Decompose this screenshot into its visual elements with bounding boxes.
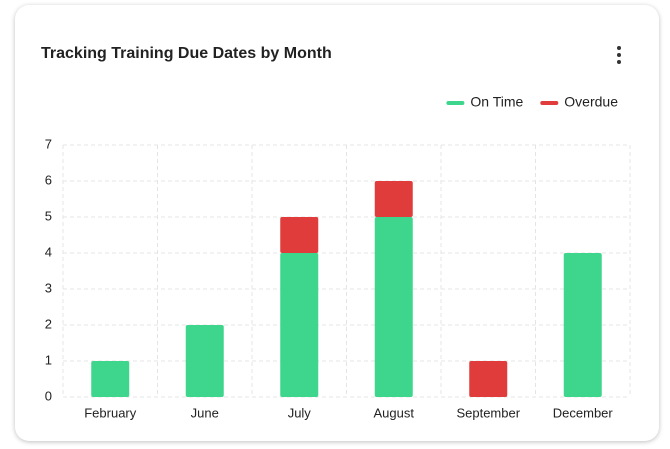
x-tick-label: June	[191, 405, 219, 420]
x-tick-label: September	[456, 405, 520, 420]
menu-dot	[617, 60, 621, 64]
bar-segment	[563, 253, 602, 397]
y-tick-label: 3	[45, 280, 52, 295]
bar-segment	[185, 325, 224, 397]
bar-segment	[280, 253, 319, 397]
x-tick-label: August	[374, 405, 415, 420]
y-tick-label: 2	[45, 316, 52, 331]
y-tick-label: 5	[45, 208, 52, 223]
legend-label: Overdue	[564, 94, 618, 110]
y-tick-label: 0	[45, 388, 52, 403]
menu-dot	[617, 46, 621, 50]
y-tick-label: 7	[45, 136, 52, 151]
y-tick-label: 6	[45, 172, 52, 187]
legend-label: On Time	[470, 94, 523, 110]
chart-title: Tracking Training Due Dates by Month	[41, 45, 332, 62]
bar-segment	[469, 361, 508, 397]
menu-button[interactable]	[617, 46, 621, 64]
x-tick-label: February	[84, 405, 137, 420]
y-tick-label: 4	[45, 244, 52, 259]
menu-dot	[617, 53, 621, 57]
x-tick-label: July	[288, 405, 312, 420]
bar-segment	[280, 217, 319, 253]
bar-segment	[374, 181, 413, 217]
bar-segment	[374, 217, 413, 397]
bar-segment	[91, 361, 130, 397]
y-tick-label: 1	[45, 352, 52, 367]
x-tick-label: December	[553, 405, 614, 420]
